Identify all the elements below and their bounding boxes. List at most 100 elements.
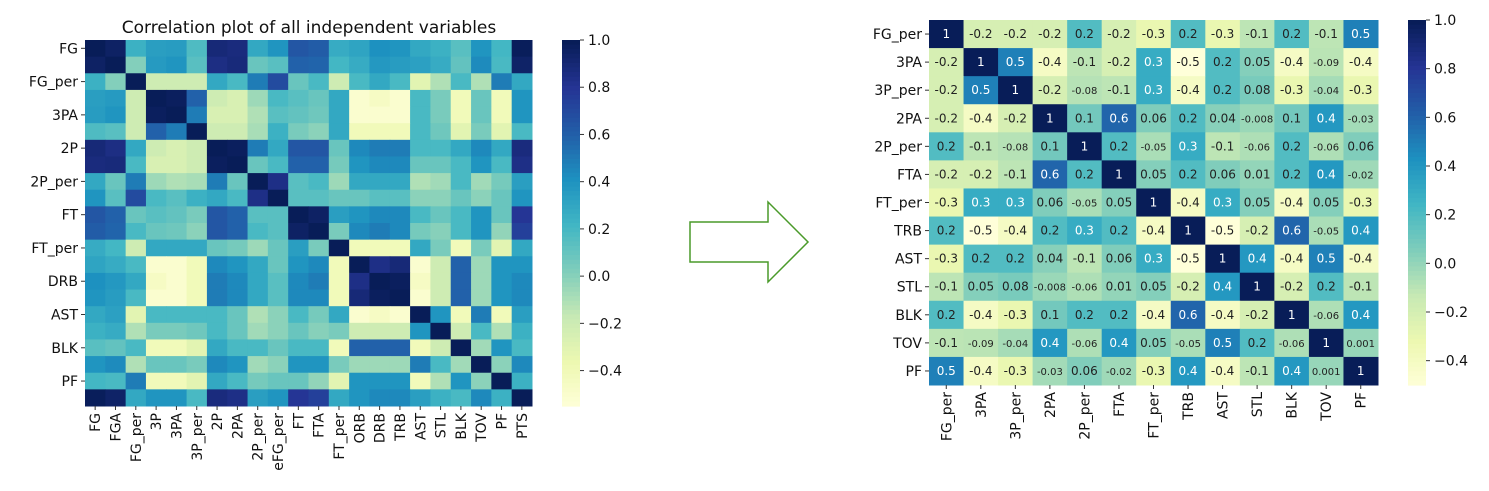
heatmap-1-cell — [430, 372, 452, 390]
heatmap-1-cell — [85, 306, 106, 324]
heatmap-1-cell — [125, 189, 147, 207]
heatmap-1-cell — [227, 322, 249, 340]
heatmap-1-cell — [288, 106, 309, 124]
heatmap-1-cell — [288, 173, 309, 191]
heatmap-2-cell-label: 0.01 — [1106, 280, 1133, 294]
heatmap-2-cell-label: -0.3 — [1280, 83, 1303, 97]
heatmap-1-cell — [349, 372, 370, 390]
heatmap-1-cell — [105, 289, 127, 307]
colorbar-2-tick-label: 0.8 — [1434, 62, 1456, 78]
heatmap-1-cell — [369, 389, 391, 407]
heatmap-1-cell — [430, 339, 452, 357]
heatmap-2-cell — [1136, 20, 1172, 49]
heatmap-1-cell — [491, 223, 513, 241]
heatmap-1-cell — [186, 289, 208, 307]
heatmap-1-col-label: 3P_per — [190, 413, 206, 461]
heatmap-1-cell — [389, 40, 411, 58]
heatmap-1-cell — [328, 322, 350, 340]
heatmap-1-cell — [450, 322, 472, 340]
heatmap-1-cell — [105, 189, 127, 207]
heatmap-2-cell — [963, 216, 999, 246]
heatmap-2-cell — [1136, 328, 1172, 358]
heatmap-1-cell — [430, 56, 452, 74]
heatmap-1-cell — [227, 156, 249, 174]
heatmap-2-cell-label: -0.2 — [935, 167, 958, 181]
heatmap-2-cell-label: 0.5 — [1317, 252, 1336, 266]
heatmap-2-cell — [1308, 328, 1344, 358]
heatmap-1-cell — [328, 389, 350, 407]
heatmap-1-cell — [471, 306, 492, 324]
heatmap-1-cell — [206, 339, 228, 357]
heatmap-1-cell — [511, 106, 533, 124]
heatmap-1-cell — [85, 156, 106, 174]
heatmap-1-cell — [511, 322, 533, 340]
heatmap-2-cell-label: 0.4 — [1351, 224, 1370, 238]
heatmap-1-cell — [288, 372, 309, 390]
heatmap-2-cell — [929, 132, 965, 161]
heatmap-2-cell-label: 0.05 — [1244, 55, 1271, 69]
heatmap-2-row-label: 3PA — [896, 55, 922, 71]
heatmap-1-cell — [227, 339, 249, 357]
heatmap-1-col-label: TOV — [474, 413, 490, 443]
heatmap-1-cell — [247, 189, 269, 207]
heatmap-2-cell-label: -0.1 — [1211, 139, 1234, 153]
heatmap-2-cell-label: 0.08 — [1002, 280, 1029, 294]
heatmap-1-cell — [247, 139, 269, 157]
heatmap-2-cell-label: -0.05 — [1071, 199, 1097, 210]
heatmap-1-cell — [166, 173, 188, 191]
colorbar-2-tick-label: 0.0 — [1434, 256, 1456, 272]
heatmap-2-cell — [1101, 104, 1137, 133]
heatmap-2-col-label: TRB — [1181, 392, 1197, 421]
heatmap-1-cell — [105, 272, 127, 291]
colorbar-1-tick-label: 0.4 — [588, 175, 610, 191]
heatmap-2-cell — [1067, 188, 1103, 218]
colorbar-2-tick-label: 0.2 — [1434, 208, 1456, 224]
heatmap-2-cell-label: -0.4 — [1349, 252, 1372, 266]
heatmap-1-cell — [186, 306, 208, 324]
heatmap-1-cell — [389, 306, 411, 324]
heatmap-1-cell — [430, 356, 452, 374]
heatmap-2-cell-label: 0.2 — [1006, 252, 1025, 266]
heatmap-2-cell — [1101, 244, 1137, 274]
heatmap-1-cell — [267, 56, 289, 74]
heatmap-2-cell — [1308, 188, 1344, 218]
heatmap-1-cell — [166, 389, 188, 407]
heatmap-1-cell — [227, 389, 249, 407]
heatmap-1-cell — [389, 156, 411, 174]
heatmap-1-cell — [349, 223, 370, 241]
heatmap-1-cell — [247, 156, 269, 174]
heatmap-1-cell — [85, 372, 106, 390]
heatmap-2-cell — [1308, 76, 1344, 105]
heatmap-2-cell-label: -0.1 — [1073, 55, 1096, 69]
heatmap-2-cell-label: -0.1 — [1107, 83, 1130, 97]
heatmap-1-cell — [430, 139, 452, 157]
heatmap-1-cell — [247, 289, 269, 307]
colorbar-2-tick-label: 0.6 — [1434, 110, 1456, 126]
heatmap-2-cell — [1032, 132, 1068, 161]
heatmap-1-cell — [369, 206, 391, 224]
heatmap-1-col-label: 2P — [210, 413, 226, 430]
heatmap-1-cell — [125, 306, 147, 324]
heatmap-1-cell — [145, 106, 167, 124]
heatmap-2-cell — [1067, 20, 1103, 49]
heatmap-1-cell — [369, 173, 391, 191]
heatmap-1-cell — [105, 206, 127, 224]
heatmap-2-cell-label: 0.06 — [1106, 252, 1133, 266]
heatmap-1-cell — [145, 56, 167, 74]
heatmap-1-cell — [389, 73, 411, 91]
heatmap-1-cell — [247, 322, 269, 340]
heatmap-2-cell — [1343, 356, 1379, 386]
heatmap-2-cell-label: 0.05 — [1313, 196, 1340, 210]
heatmap-1-cell — [471, 173, 492, 191]
heatmap-1-cell — [105, 356, 127, 374]
heatmap-2-cell-label: 0.2 — [971, 252, 990, 266]
heatmap-2-cell — [998, 76, 1034, 105]
heatmap-1-cell — [206, 189, 228, 207]
heatmap-2-cell — [1101, 216, 1137, 246]
heatmap-1-cell — [369, 306, 391, 324]
heatmap-1-cell — [430, 89, 452, 108]
heatmap-2-cell — [1239, 188, 1275, 218]
heatmap-2-cell-label: -0.06 — [1071, 339, 1097, 350]
heatmap-1-cell — [328, 123, 350, 141]
heatmap-1-cell — [186, 339, 208, 357]
